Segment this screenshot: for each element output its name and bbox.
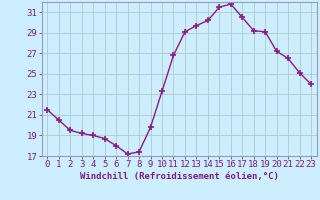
X-axis label: Windchill (Refroidissement éolien,°C): Windchill (Refroidissement éolien,°C)	[80, 172, 279, 181]
